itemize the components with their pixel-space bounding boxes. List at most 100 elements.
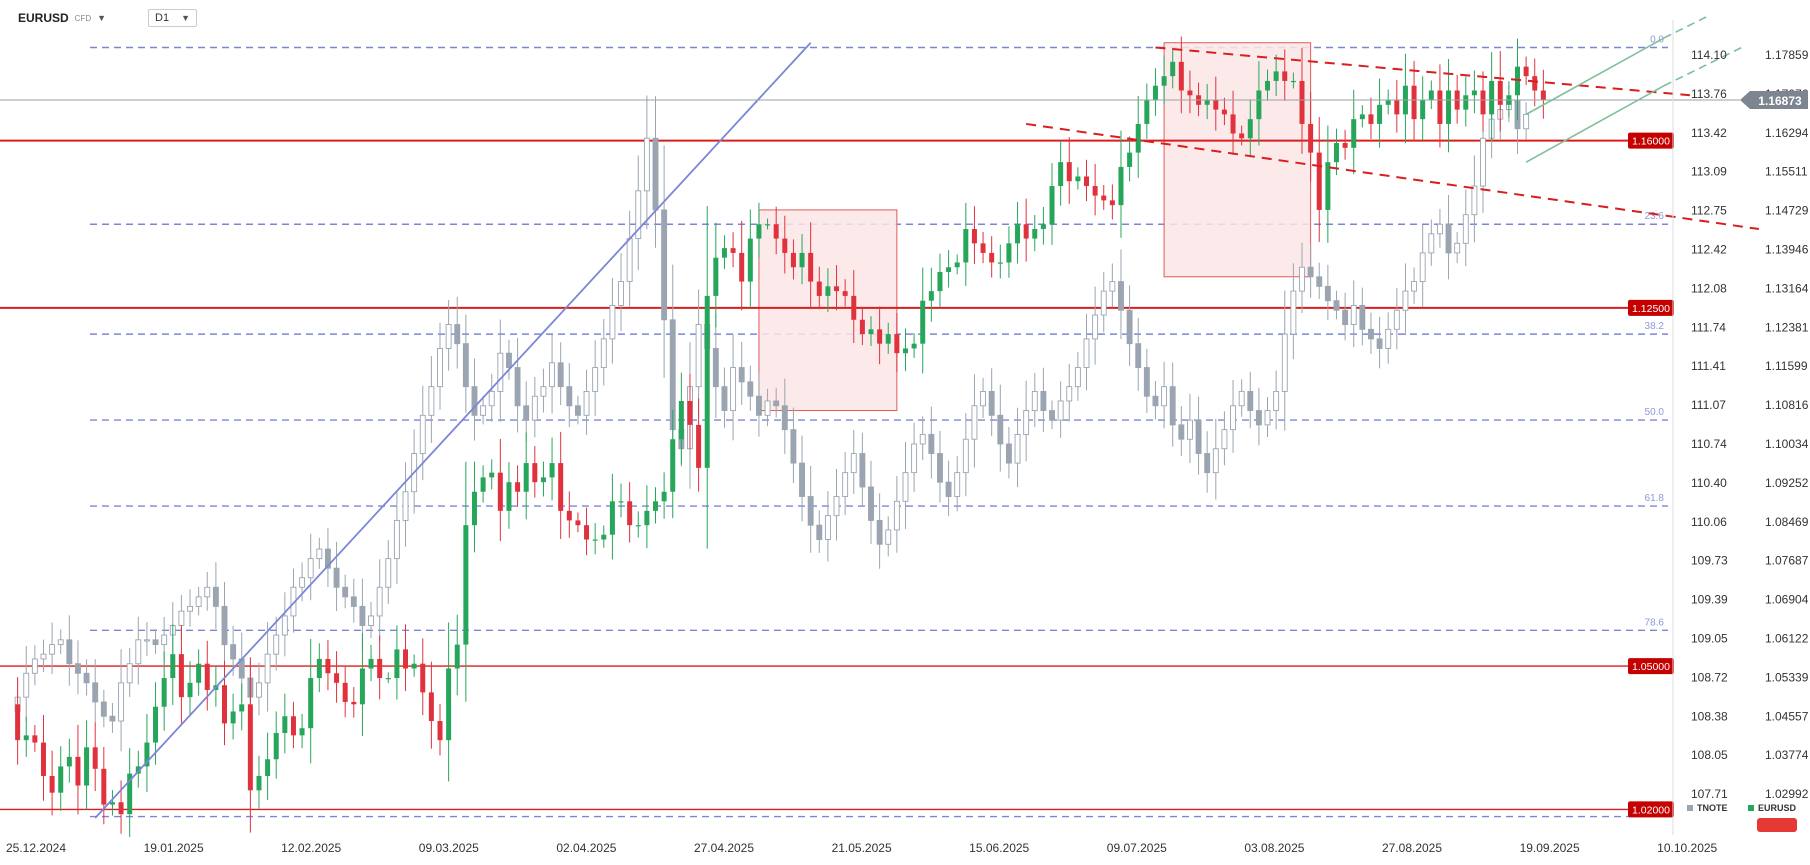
eurusd-candle <box>144 742 150 767</box>
eurusd-candle <box>1308 123 1314 153</box>
eurusd-tick-label: 1.10034 <box>1765 437 1809 451</box>
eurusd-candle <box>644 510 650 526</box>
eurusd-candle <box>308 678 314 729</box>
eurusd-candle <box>471 491 477 526</box>
eurusd-candle <box>696 424 702 468</box>
eurusd-candle <box>1109 200 1115 206</box>
date-tick-label: 19.09.2025 <box>1520 841 1580 855</box>
eurusd-candle <box>532 463 538 483</box>
tnote-candle <box>566 386 573 407</box>
eurusd-candle <box>1058 162 1064 187</box>
tnote-candle <box>928 433 935 454</box>
tnote-tick-label: 107.71 <box>1691 787 1728 801</box>
tnote-candle <box>962 438 969 474</box>
eurusd-candle <box>661 491 667 502</box>
horizontal-levels[interactable]: 1.16000 1.12500 1.05000 1.02000 <box>0 132 1674 818</box>
legend-item-eurusd[interactable]: EURUSD <box>1748 803 1796 813</box>
eurusd-candle <box>1230 114 1236 134</box>
eurusd-candle <box>1333 143 1339 163</box>
tnote-tick-label: 108.72 <box>1691 670 1728 684</box>
tnote-candle <box>75 663 81 674</box>
tnote-candle <box>1471 185 1478 216</box>
eurusd-candle <box>1023 224 1029 239</box>
trade-button[interactable] <box>1757 818 1797 832</box>
eurusd-candle <box>653 501 658 511</box>
tnote-tick-label: 108.05 <box>1691 748 1728 762</box>
tnote-candle <box>557 362 564 388</box>
date-tick-label: 10.10.2025 <box>1657 841 1717 855</box>
eurusd-candle <box>1256 90 1262 120</box>
eurusd-tick-label: 1.03774 <box>1765 748 1809 762</box>
tnote-candle <box>1445 223 1452 254</box>
eurusd-candle <box>1101 195 1107 201</box>
date-tick-label: 21.05.2025 <box>832 841 892 855</box>
tnote-candle <box>592 367 599 392</box>
eurusd-tick-label: 1.02992 <box>1765 787 1809 801</box>
tnote-candle <box>23 672 30 698</box>
eurusd-tick-label: 1.09252 <box>1765 476 1809 490</box>
tnote-tick-label: 111.74 <box>1691 320 1726 334</box>
tnote-candle <box>902 472 909 502</box>
eurusd-candle <box>790 252 796 268</box>
eurusd-tick-label: 1.14729 <box>1765 204 1809 218</box>
tnote-candle <box>583 390 590 416</box>
eurusd-candle <box>84 747 90 786</box>
eurusd-candle <box>299 728 305 736</box>
tnote-candle <box>161 634 168 646</box>
tnote-candle <box>1480 137 1486 187</box>
dashed-trendline[interactable] <box>1155 46 1690 97</box>
tnote-candle <box>531 395 538 421</box>
tnote-candle <box>618 281 624 306</box>
eurusd-candle <box>549 463 555 478</box>
fib-label: 0.0 <box>1650 35 1664 46</box>
tnote-candle <box>1238 390 1245 407</box>
eurusd-candle <box>808 252 814 282</box>
channel-lower-line[interactable] <box>1525 85 1665 163</box>
tnote-candle <box>368 615 374 626</box>
tnote-candle <box>419 414 426 454</box>
tnote-candle <box>730 367 737 411</box>
symbol-name[interactable]: EURUSD <box>18 11 69 25</box>
symbol-dropdown-icon[interactable]: ▼ <box>97 13 107 23</box>
eurusd-candle <box>1127 152 1133 167</box>
tnote-candle <box>626 238 633 283</box>
uptrend-line[interactable] <box>94 42 812 819</box>
eurusd-candle <box>721 248 727 258</box>
eurusd-candle <box>92 747 98 769</box>
tnote-candle <box>152 639 159 646</box>
tnote-candle <box>204 586 211 598</box>
eurusd-candle <box>239 704 245 712</box>
tnote-candle <box>1247 390 1254 411</box>
tnote-tick-label: 110.40 <box>1691 476 1727 490</box>
eurusd-candle <box>265 759 271 776</box>
fibonacci-levels: 0.0 23.6 38.2 50.0 61.8 78.6 <box>90 35 1668 818</box>
tnote-candle <box>1057 400 1064 421</box>
dashed-trendline[interactable] <box>1026 122 1760 231</box>
eurusd-candle <box>523 463 529 492</box>
eurusd-candle <box>575 520 581 526</box>
level-badge-label: 1.02000 <box>1632 804 1670 816</box>
tnote-candle <box>1307 266 1314 278</box>
eurusd-candle <box>1471 90 1477 96</box>
level-badge <box>1628 801 1674 818</box>
tnote-candle <box>100 701 107 717</box>
legend-item-tnote[interactable]: TNOTE <box>1687 803 1728 813</box>
channel-upper-line[interactable] <box>1525 37 1665 116</box>
eurusd-candle <box>609 501 615 535</box>
tnote-candle <box>945 481 952 497</box>
tnote-candle <box>342 586 349 598</box>
eurusd-candle <box>1170 61 1176 77</box>
level-badge <box>1628 658 1674 675</box>
tnote-candle <box>324 548 331 569</box>
eurusd-candle <box>1351 119 1357 148</box>
eurusd-candle <box>825 286 831 296</box>
tnote-swatch-icon <box>1687 805 1693 811</box>
timeframe-select[interactable]: D1 ▼ <box>148 9 198 27</box>
eurusd-candle <box>325 658 331 674</box>
eurusd-tick-label: 1.06122 <box>1765 632 1809 646</box>
trendlines[interactable] <box>94 15 1760 819</box>
tnote-candle <box>506 352 512 369</box>
eurusd-candle <box>601 534 607 540</box>
tnote-tick-label: 112.75 <box>1691 204 1727 218</box>
